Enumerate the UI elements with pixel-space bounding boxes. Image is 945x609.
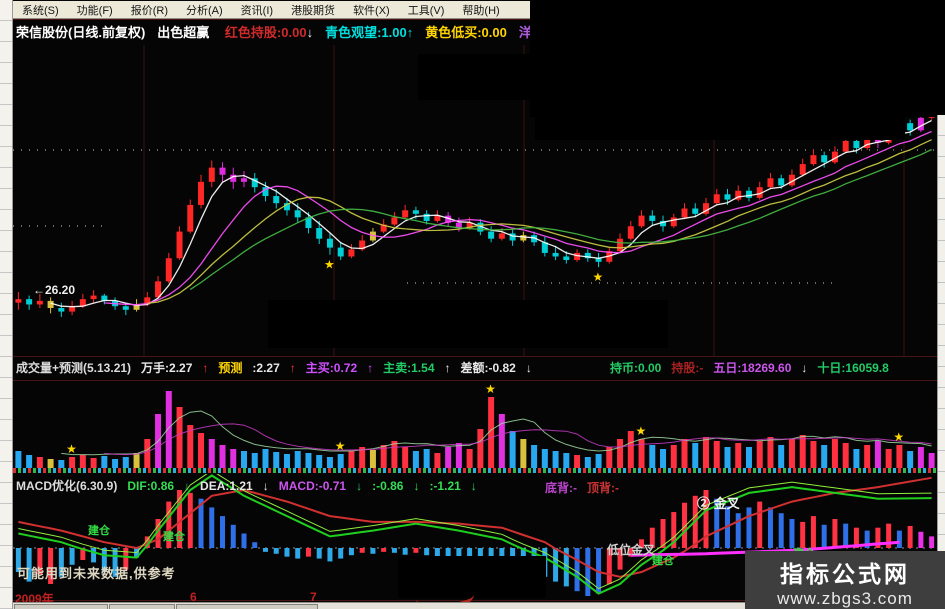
volume-chart[interactable]: ★ ★ ★ ★ ★ [13,382,937,469]
svg-text:★: ★ [485,382,496,396]
header-segment-10: ↓ [470,479,477,493]
spreadsheet-left-column [0,0,13,609]
header-segment-4: :2.27 [252,361,280,375]
redaction-box-top-right [530,0,945,117]
menu-item-1[interactable]: 功能(F) [76,4,113,17]
menu-item-0[interactable]: 系统(S) [22,4,59,17]
header-segment-0: 持币:0.00 [610,361,662,375]
svg-text:★: ★ [893,430,904,444]
time-axis-line [13,600,945,601]
menu-item-3[interactable]: 分析(A) [186,4,223,17]
indicator-name: 出色超赢 [157,25,210,40]
header-segment-3: DEA:1.21 [200,479,253,493]
macd-annotation-0: ② 金叉 [697,496,740,511]
sheet-tab-strip[interactable] [0,602,945,609]
time-axis-tick-0: 6 [190,590,197,604]
header-segment-1: DIF:0.86 [127,479,175,493]
header-segment-1: 顶背:- [587,481,619,495]
header-segment-5: ↑ [289,361,296,375]
header-segment-8: ↓ [413,479,420,493]
watermark-logo: 指标公式网 www.zbgs3.com [745,551,945,609]
volume-header: 成交量+预测(5.13.21) 万手:2.27 ↑ 预测 :2.27 ↑ 主买:0.72 ↑ 主… [16,359,542,377]
separator-line [13,356,945,357]
header-segment-4: 十日:16059.8 [817,361,889,375]
menu-item-5[interactable]: 港股期货 [291,4,336,17]
header-segment-11: ↓ [525,361,532,375]
svg-text:★: ★ [593,270,604,284]
sheet-tab[interactable] [176,604,318,609]
header-segment-3: ↓ [801,361,808,375]
title-bar: 荣信股份(日线.前复权) 出色超赢 红色持股:0.00↓ 青色观望:1.00↑ 黄色低… [16,23,583,43]
menu-item-7[interactable]: 工具(V) [407,4,445,17]
svg-text:★: ★ [324,258,335,272]
macd-annotation-4: 建仓 [652,555,674,567]
header-segment-7: :-0.86 [372,479,404,493]
svg-text:★: ★ [636,424,647,438]
volume-header-right: 持币:0.00 持股:- 五日:18269.60 ↓ 十日:16059.8 [610,359,899,377]
macd-annotation-3: 建仓 [163,531,185,543]
menu-item-8[interactable]: 帮助(H) [462,4,500,17]
header-segment-1: 万手:2.27 [141,361,193,375]
svg-text:★: ★ [66,442,77,456]
svg-text:★: ★ [335,439,346,453]
redaction-box-middle [268,300,668,348]
header-segment-9: :-1.21 [429,479,461,493]
menu-item-4[interactable]: 资讯(I) [240,4,274,17]
header-segment-0: 成交量+预测(5.13.21) [16,361,132,375]
title-field-1: 青色观望:1.00↑ [325,25,414,40]
time-axis-tick-1: 7 [310,590,317,604]
redaction-box-top-right-2 [535,117,905,140]
header-segment-3: 预测 [218,361,243,375]
header-segment-0: MACD优化(6.30.9) [16,479,118,493]
sheet-tab[interactable] [14,604,108,609]
header-segment-0: 底背:- [545,481,577,495]
header-segment-5: MACD:-0.71 [278,479,347,493]
arrow-icon: ↑ [406,25,414,40]
header-segment-9: ↑ [444,361,451,375]
header-segment-2: 五日:18269.60 [713,361,792,375]
header-segment-6: ↓ [356,479,363,493]
title-field-0: 红色持股:0.00↓ [224,25,314,40]
header-segment-4: ↓ [262,479,269,493]
redaction-box-bottom [398,556,546,598]
header-segment-2: ↓ [184,479,191,493]
future-data-note: 可能用到未来数据,供参考 [17,566,176,581]
menu-item-2[interactable]: 报价(R) [130,4,168,17]
macd-pane-top-dashed-border [13,468,937,473]
macd-header: MACD优化(6.30.9) DIF:0.86 ↓ DEA:1.21 ↓ MACD:-0.… [16,477,487,495]
menu-bar: 系统(S) 功能(F) 报价(R) 分析(A) 资讯(I) 港股期货 软件(X) 工具(V) 帮… [13,1,530,19]
header-segment-2: ↑ [202,361,209,375]
spreadsheet-right-column [937,115,945,552]
price-annotation: ←26.20 [33,283,76,297]
header-segment-1: 持股:- [671,361,704,375]
watermark-url: www.zbgs3.com [777,589,913,608]
macd-annotation-1: 低位金叉 [607,543,656,557]
watermark-title: 指标公式网 [780,561,910,587]
macd-annotation-2: 建仓 [88,525,110,537]
sheet-tab[interactable] [109,604,175,609]
macd-header-right: 底背:- 顶背:- [545,479,629,497]
menu-item-6[interactable]: 软件(X) [353,4,390,17]
title-field-2: 黄色低买:0.00 [425,25,507,40]
separator-line [13,380,945,381]
stock-title: 荣信股份(日线.前复权) [16,25,146,40]
header-segment-6: 主买:0.72 [305,361,358,375]
arrow-icon: ↓ [306,25,314,40]
header-segment-10: 差额:-0.82 [460,361,516,375]
redaction-box-upper [418,54,583,100]
header-segment-7: ↑ [367,361,374,375]
separator-line [13,19,945,20]
header-segment-8: 主卖:1.54 [383,361,435,375]
macd-chart[interactable] [13,474,937,600]
